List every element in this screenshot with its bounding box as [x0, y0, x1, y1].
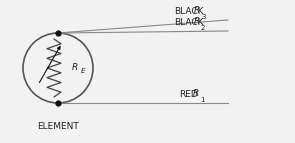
Text: ELEMENT: ELEMENT: [37, 122, 79, 131]
Text: RED: RED: [179, 90, 198, 99]
Text: BLACK: BLACK: [174, 7, 204, 16]
Text: R: R: [194, 6, 200, 15]
Text: BLACK: BLACK: [174, 18, 204, 27]
Text: R: R: [193, 89, 199, 98]
Text: 2: 2: [201, 25, 205, 31]
Text: R: R: [72, 62, 78, 72]
Text: R: R: [194, 17, 200, 26]
Text: 3: 3: [201, 14, 206, 20]
Text: 1: 1: [200, 97, 204, 103]
Text: E: E: [81, 68, 85, 74]
